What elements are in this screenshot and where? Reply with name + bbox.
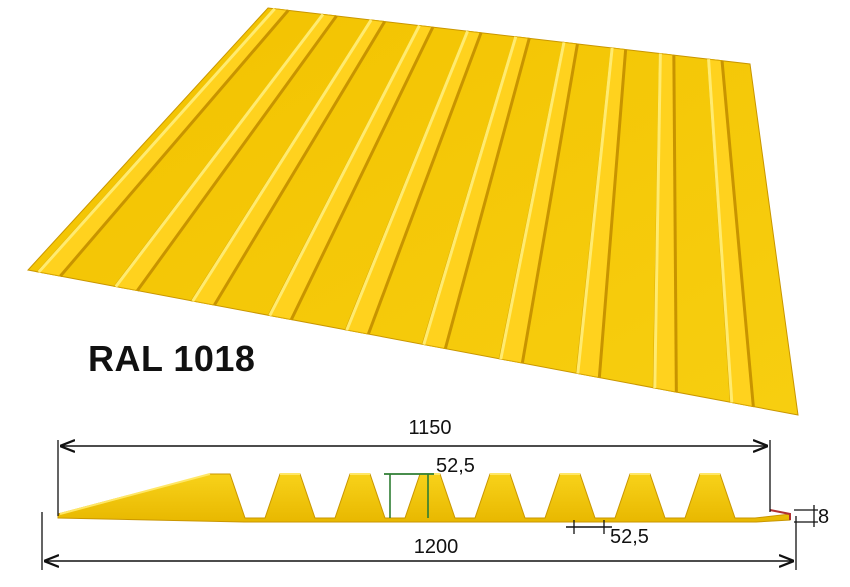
dimension-1150-label: 1150 bbox=[408, 417, 451, 439]
sheet-rib-shadow bbox=[520, 43, 579, 364]
sheet-rib-highlight bbox=[191, 19, 373, 302]
dimension-top-rib: 52,5 bbox=[384, 455, 475, 518]
sheet-rib-highlight bbox=[499, 42, 566, 360]
sheet-rib-highlight bbox=[345, 30, 469, 331]
dimension-1200-label: 1200 bbox=[414, 536, 459, 558]
sheet-rib-highlight bbox=[268, 24, 421, 317]
dimension-height: 8 bbox=[794, 505, 829, 528]
dimension-1200: 1200 bbox=[41, 512, 797, 570]
sheet-rib-highlight bbox=[653, 53, 662, 389]
corrugated-sheet-3d bbox=[27, 7, 799, 416]
sheet-rib-shadow bbox=[672, 55, 678, 393]
profile-edge-accent bbox=[769, 509, 791, 520]
dimension-bottom-rib: 52,5 bbox=[566, 520, 649, 548]
sheet-rib-shadow bbox=[136, 15, 338, 292]
sheet-rib-highlight bbox=[114, 13, 325, 288]
sheet-rib-shadow bbox=[213, 20, 386, 306]
dimension-height-label: 8 bbox=[818, 506, 829, 528]
sheet-rib-shadow bbox=[597, 49, 628, 378]
sheet-rib-highlight bbox=[576, 47, 614, 374]
dimension-bottom-rib-label: 52,5 bbox=[610, 526, 649, 548]
sheet-rib-highlight bbox=[422, 36, 518, 345]
sheet-rib-shadow bbox=[289, 26, 435, 321]
sheet-rib-shadow bbox=[366, 32, 483, 335]
ral-color-title: RAL 1018 bbox=[88, 338, 256, 379]
dimension-1150: 1150 bbox=[57, 417, 771, 516]
sheet-rib-shadow bbox=[443, 37, 531, 349]
dimension-top-rib-label: 52,5 bbox=[436, 455, 475, 477]
sheet-ribs bbox=[36, 7, 755, 408]
sheet-rib-highlight bbox=[37, 7, 276, 274]
sheet-rib-highlight bbox=[707, 59, 734, 403]
profile-section bbox=[57, 473, 791, 523]
profile-shape bbox=[57, 473, 791, 523]
sheet-rib-shadow bbox=[59, 9, 290, 278]
sheet-rib-shadow bbox=[720, 60, 755, 407]
